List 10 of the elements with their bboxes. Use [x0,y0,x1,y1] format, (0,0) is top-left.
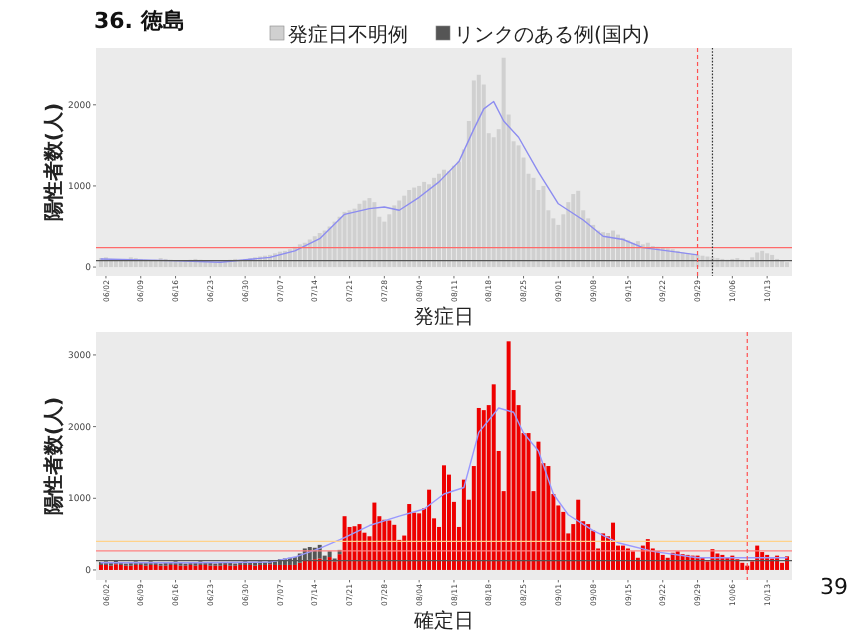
y-axis-title: 陽性者数(人) [42,396,66,516]
x-axis-title: 確定日 [412,609,474,633]
x-axis-title: 発症日 [414,305,474,329]
text: 39 [820,574,848,600]
legend: リンクのある例(国内) [435,25,650,47]
legend-label: リンクのある例(国内) [454,23,650,47]
y-axis-title: 陽性者数(人) [42,102,66,222]
legend: 発症日不明例 [269,25,408,47]
chart-title: 36. 徳島 [94,8,185,34]
legend-label: 発症日不明例 [288,23,408,47]
